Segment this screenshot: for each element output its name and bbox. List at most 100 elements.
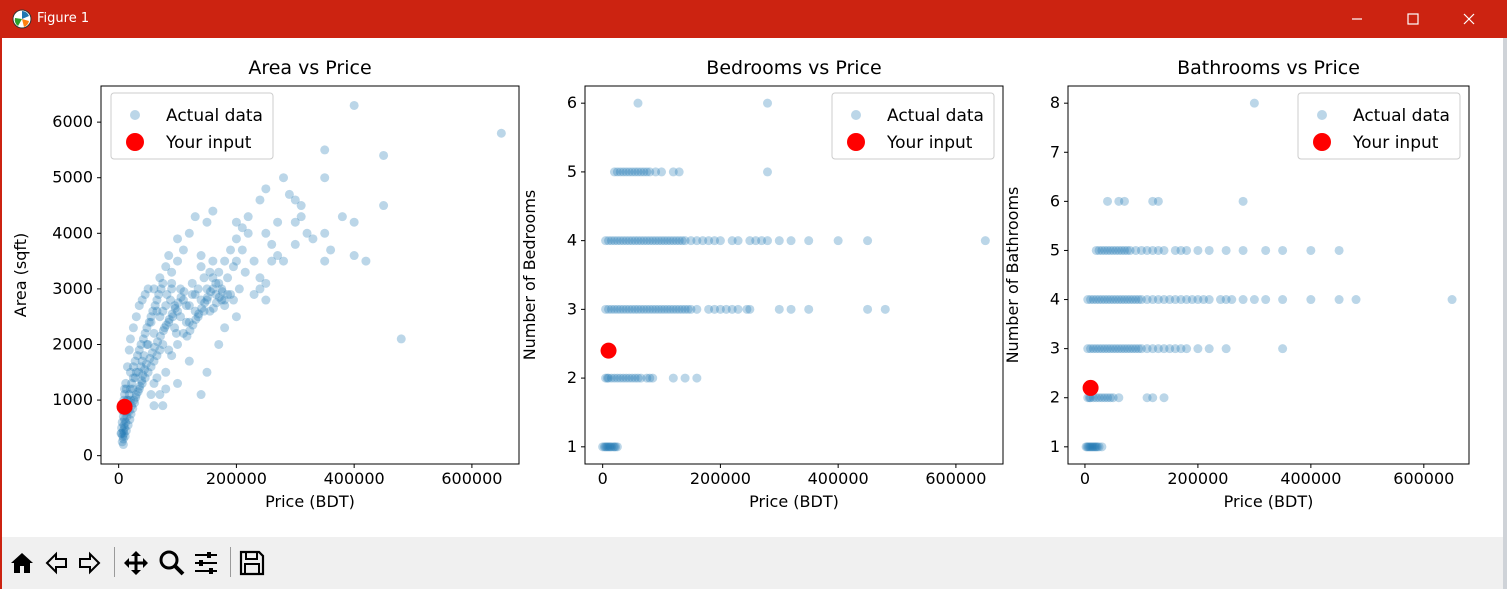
data-point (1111, 295, 1121, 305)
data-point (136, 339, 146, 349)
data-point (167, 267, 177, 277)
data-point (228, 262, 238, 272)
data-point (1227, 295, 1237, 305)
data-point (146, 390, 156, 400)
data-point (692, 236, 702, 246)
y-tick-label: 4 (567, 231, 577, 250)
data-point (133, 351, 143, 361)
data-point (320, 228, 330, 238)
data-point (267, 239, 277, 249)
data-point (197, 303, 207, 313)
configure-subplots-icon (195, 552, 217, 574)
data-point (692, 304, 702, 314)
axes-frame (1067, 85, 1470, 465)
data-point (1103, 196, 1113, 206)
figure-canvas[interactable]: 0 200000 400000 600000 0 1000 2000 3000 4000 5000… (2, 38, 1503, 537)
data-point (668, 373, 678, 383)
data-point (757, 236, 767, 246)
data-point (255, 273, 265, 283)
data-point (1097, 344, 1107, 354)
data-point (786, 236, 796, 246)
data-point (636, 236, 646, 246)
data-point (133, 387, 143, 397)
data-point (1134, 344, 1144, 354)
data-point (290, 239, 300, 249)
data-point (1086, 344, 1096, 354)
data-point (361, 256, 371, 266)
configure-subplots-button[interactable] (190, 547, 222, 579)
data-point (721, 304, 731, 314)
data-point (234, 284, 244, 294)
data-point (249, 256, 259, 266)
x-tick-label: 400000 (324, 469, 385, 488)
data-point (173, 306, 183, 316)
data-point (190, 306, 200, 316)
data-point (142, 323, 152, 333)
data-point (128, 323, 138, 333)
maximize-button[interactable] (1385, 0, 1441, 38)
legend-label-actual: Actual data (166, 106, 263, 126)
data-point (237, 223, 247, 233)
back-button[interactable] (40, 547, 72, 579)
data-point (150, 342, 160, 352)
data-point (173, 234, 183, 244)
data-point (601, 373, 611, 383)
forward-button[interactable] (74, 547, 106, 579)
data-point (171, 328, 181, 338)
save-button[interactable] (236, 547, 268, 579)
data-point (1086, 295, 1096, 305)
data-point (742, 304, 752, 314)
data-point (155, 390, 165, 400)
x-tick-label: 0 (598, 469, 608, 488)
minimize-button[interactable] (1329, 0, 1385, 38)
window-titlebar[interactable]: Figure 1 (0, 0, 1507, 38)
data-point (208, 284, 218, 294)
data-point (128, 373, 138, 383)
data-point (1136, 295, 1146, 305)
input-point (116, 398, 133, 415)
data-point (214, 278, 224, 288)
data-point (1148, 245, 1158, 255)
data-point (156, 284, 166, 294)
data-point (633, 236, 643, 246)
data-point (137, 295, 147, 305)
data-point (642, 304, 652, 314)
data-point (633, 167, 643, 177)
toolbar-separator (230, 547, 231, 577)
data-point (1083, 295, 1093, 305)
data-point (1108, 245, 1118, 255)
data-point (178, 245, 188, 255)
data-point (612, 442, 622, 452)
data-point (1128, 295, 1138, 305)
data-point (131, 390, 141, 400)
zoom-button[interactable] (156, 547, 188, 579)
data-point (1221, 295, 1231, 305)
data-point (1105, 295, 1115, 305)
pan-button[interactable] (120, 547, 152, 579)
data-point (184, 301, 194, 311)
subplot-1: 0 200000 400000 600000 0 1000 2000 3000 4000 5000… (11, 57, 520, 511)
data-point (786, 304, 796, 314)
data-point (208, 256, 218, 266)
data-point (199, 306, 209, 316)
data-point (1125, 295, 1135, 305)
data-point (774, 236, 784, 246)
back-icon (45, 551, 67, 575)
data-point (170, 301, 180, 311)
close-button[interactable] (1441, 0, 1497, 38)
data-point (651, 304, 661, 314)
x-tick-label: 0 (1080, 469, 1090, 488)
data-point (208, 206, 218, 216)
data-point (308, 234, 318, 244)
data-point (1249, 98, 1259, 108)
data-point (668, 236, 678, 246)
data-point (162, 289, 172, 299)
home-button[interactable] (6, 547, 38, 579)
data-point (651, 236, 661, 246)
data-point (155, 331, 165, 341)
data-point (1187, 295, 1197, 305)
data-point (200, 298, 210, 308)
data-point (138, 370, 148, 380)
data-point (1081, 442, 1091, 452)
data-point (648, 236, 658, 246)
